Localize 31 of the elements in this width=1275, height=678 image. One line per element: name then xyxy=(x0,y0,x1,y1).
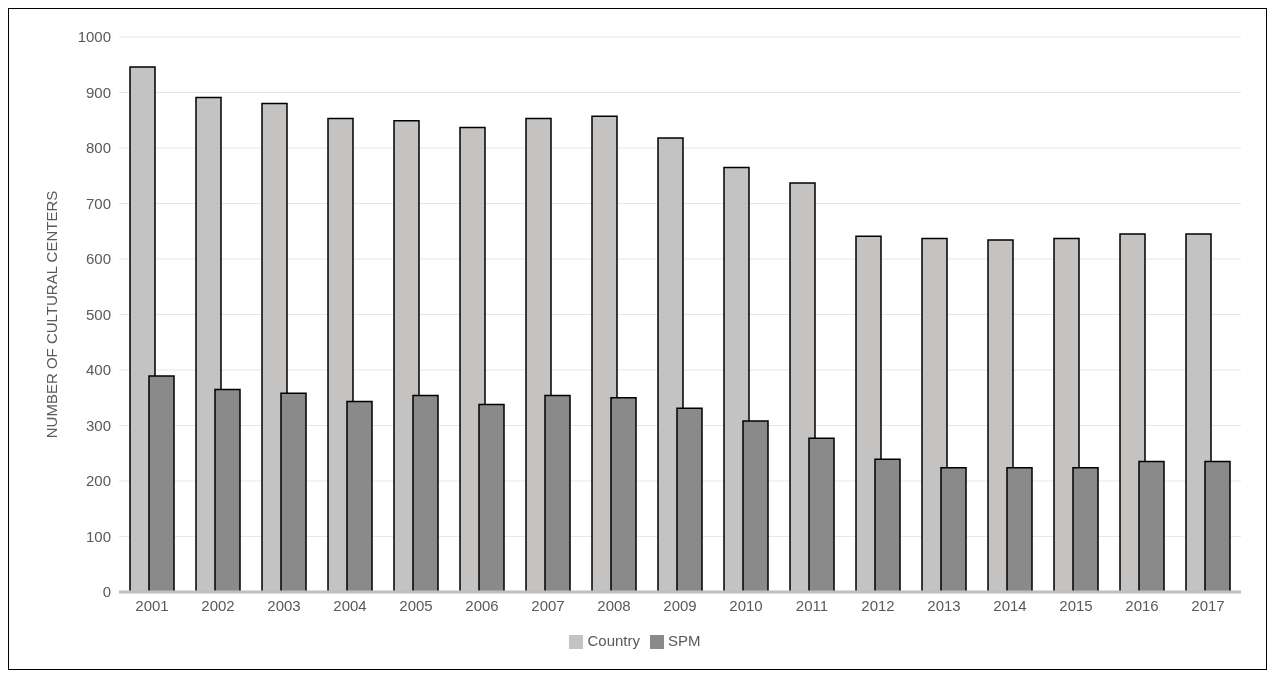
x-tick-label: 2007 xyxy=(531,596,565,614)
x-tick-label: 2016 xyxy=(1125,596,1159,614)
x-tick-label: 2013 xyxy=(927,596,961,614)
y-tick-label: 100 xyxy=(85,527,111,545)
x-tick-label: 2006 xyxy=(465,596,499,614)
y-tick-label: 0 xyxy=(102,583,111,601)
x-tick-label: 2009 xyxy=(663,596,697,614)
x-tick-label: 2008 xyxy=(597,596,631,614)
x-tick-label: 2017 xyxy=(1191,596,1225,614)
legend-label: SPM xyxy=(668,631,701,649)
y-tick-label: 200 xyxy=(85,472,111,490)
y-tick-label: 700 xyxy=(85,194,111,212)
legend-label: Country xyxy=(587,631,640,649)
y-axis-title: NUMBER OF CULTURAL CENTERS xyxy=(43,190,61,439)
x-tick-label: 2011 xyxy=(795,596,829,614)
y-tick-label: 300 xyxy=(85,416,111,434)
x-tick-label: 2004 xyxy=(333,596,367,614)
x-tick-label: 2003 xyxy=(267,596,301,614)
y-tick-label: 500 xyxy=(85,305,111,323)
y-tick-label: 1000 xyxy=(77,28,111,46)
x-tick-label: 2002 xyxy=(201,596,235,614)
x-tick-label: 2012 xyxy=(861,596,895,614)
y-tick-label: 800 xyxy=(85,139,111,157)
x-tick-label: 2015 xyxy=(1059,596,1093,614)
y-tick-label: 600 xyxy=(85,250,111,268)
x-tick-label: 2005 xyxy=(399,596,433,614)
x-tick-label: 2014 xyxy=(993,596,1027,614)
x-tick-label: 2001 xyxy=(135,596,169,614)
y-tick-label: 400 xyxy=(85,361,111,379)
y-tick-label: 900 xyxy=(85,83,111,101)
x-tick-label: 2010 xyxy=(729,596,763,614)
